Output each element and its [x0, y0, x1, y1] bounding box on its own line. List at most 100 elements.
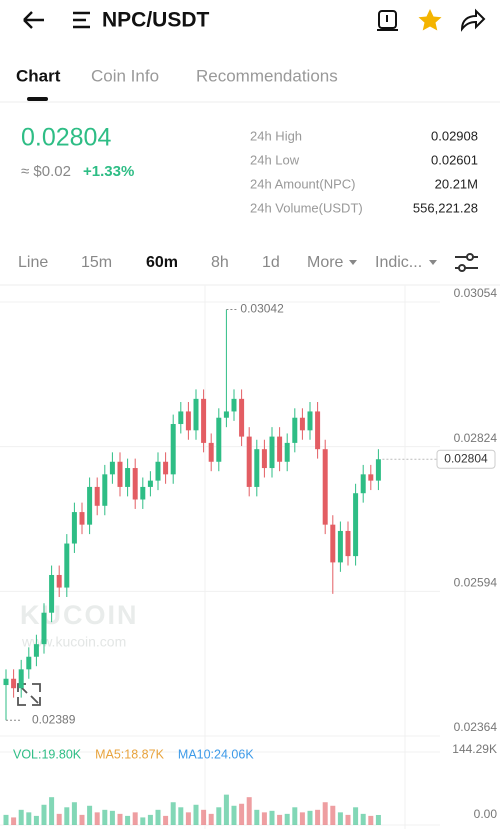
volume-bar — [26, 812, 32, 825]
volume-bar — [18, 809, 24, 825]
y-tick-label: 0.02594 — [454, 576, 498, 590]
interval-button[interactable]: Indic... — [375, 254, 422, 271]
candle-body — [140, 486, 146, 500]
candle-body — [345, 530, 351, 557]
candle-body — [375, 459, 381, 481]
candle-body — [26, 656, 32, 670]
volume-bar — [223, 794, 229, 825]
volume-tick-label: 144.29K — [452, 742, 497, 756]
share-button[interactable] — [460, 8, 486, 32]
min-label: 0.02389 — [32, 712, 76, 726]
y-tick-label: 0.02364 — [454, 720, 498, 734]
volume-bar — [71, 802, 77, 825]
interval-button[interactable]: 60m — [146, 254, 178, 271]
volume-bar — [109, 810, 115, 825]
candle-body — [216, 417, 222, 462]
candle-body — [292, 417, 298, 443]
menu-button[interactable] — [73, 11, 90, 29]
last-price: 0.02804 — [21, 124, 111, 152]
candle-body — [117, 461, 123, 487]
volume-bar — [94, 812, 100, 825]
stat-value: 0.02908 — [431, 128, 478, 143]
candle-body — [18, 669, 24, 689]
interval-button[interactable]: 8h — [211, 254, 229, 271]
candle-body — [155, 461, 161, 481]
volume-bar — [269, 810, 275, 825]
volume-legend: MA10:24.06K — [178, 747, 254, 761]
candle-body — [11, 678, 17, 689]
fiat-price: ≈ $0.02 — [21, 163, 71, 180]
candle-body — [71, 512, 77, 544]
interval-button[interactable]: Line — [18, 254, 48, 271]
candle-body — [132, 468, 138, 500]
tab-indicator — [27, 97, 48, 101]
volume-bar — [147, 814, 153, 825]
volume-bar — [284, 813, 290, 825]
volume-tick-label: 0.00 — [474, 807, 498, 821]
volume-bar — [322, 802, 328, 825]
volume-bar — [102, 809, 108, 825]
tab[interactable]: Recommendations — [196, 66, 338, 85]
tab[interactable]: Coin Info — [91, 66, 159, 85]
volume-bar — [140, 817, 146, 825]
volume-bar — [79, 814, 85, 825]
max-label: 0.03042 — [240, 302, 284, 316]
candle-body — [163, 461, 169, 475]
candle-body — [299, 417, 305, 431]
volume-bar — [299, 812, 305, 825]
favorite-button[interactable] — [418, 9, 442, 31]
watermark: KUCOIN — [20, 600, 139, 630]
volume-bar — [3, 814, 9, 825]
settings-button[interactable] — [455, 253, 478, 272]
volume-bar — [216, 807, 222, 825]
watermark-url: www.kucoin.com — [21, 634, 126, 650]
y-tick-label: 0.03054 — [454, 286, 498, 300]
candle-body — [170, 424, 176, 475]
volume-bar — [56, 813, 62, 825]
volume-bar — [178, 807, 184, 825]
volume-bar — [246, 797, 252, 825]
candle-body — [201, 398, 207, 443]
interval-button[interactable]: 1d — [262, 254, 280, 271]
dropdown-caret — [349, 260, 357, 265]
candle-body — [246, 436, 252, 487]
stat-value: 20.21M — [435, 176, 478, 191]
pair-title: NPC/USDT — [102, 9, 210, 32]
tab[interactable]: Chart — [16, 66, 61, 85]
volume-bar — [315, 809, 321, 825]
volume-legend: VOL:19.80K — [13, 747, 82, 761]
back-button[interactable] — [23, 11, 44, 29]
volume-bar — [292, 807, 298, 825]
volume-bar — [231, 805, 237, 825]
volume-bar — [185, 812, 191, 825]
candle-body — [178, 411, 184, 425]
interval-button[interactable]: 15m — [81, 254, 112, 271]
volume-bar — [337, 812, 343, 825]
alert-button[interactable] — [377, 10, 398, 31]
candle-body — [223, 411, 229, 418]
candle-body — [125, 468, 131, 487]
volume-bar — [360, 813, 366, 825]
volume-bar — [345, 814, 351, 825]
stat-label: 24h Low — [250, 152, 300, 167]
candle-body — [109, 461, 115, 475]
volume-bar — [201, 809, 207, 825]
volume-bar — [307, 810, 313, 825]
volume-bar — [261, 812, 267, 825]
candle-body — [330, 524, 336, 563]
interval-button[interactable]: More — [307, 254, 344, 271]
candle-body — [322, 449, 328, 525]
candle-body — [208, 442, 214, 462]
volume-bar — [170, 802, 176, 825]
fullscreen-button[interactable] — [17, 683, 41, 706]
candle-body — [193, 398, 199, 431]
volume-bar — [33, 815, 39, 825]
candle-body — [79, 512, 85, 525]
candle-body — [33, 644, 39, 657]
candle-body — [94, 486, 100, 506]
last-price-label: 0.02804 — [444, 451, 488, 465]
volume-bar — [353, 807, 359, 825]
volume-bar — [87, 805, 93, 825]
volume-bar — [254, 809, 260, 825]
